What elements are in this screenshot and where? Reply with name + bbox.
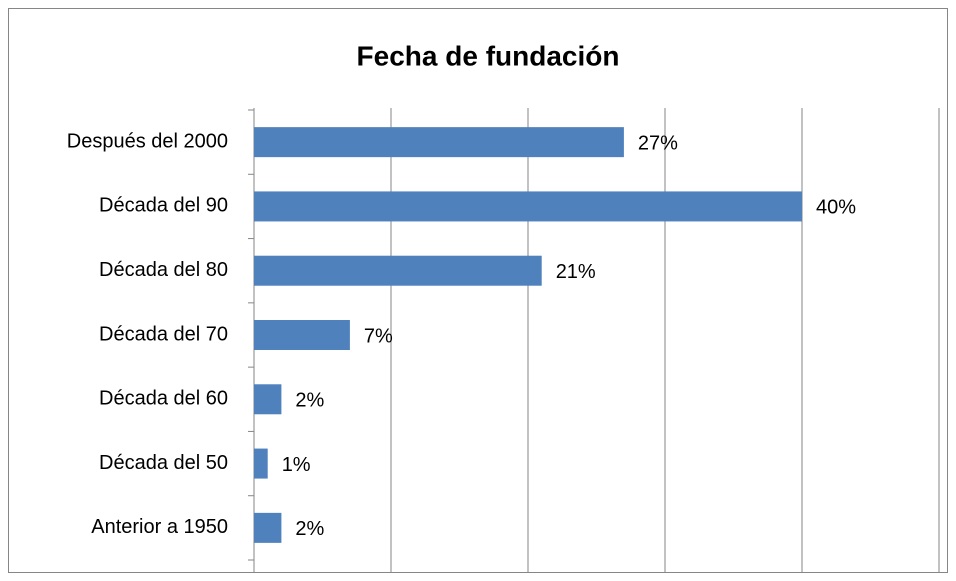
y-tick-label: Anterior a 1950 (91, 516, 228, 538)
data-label: 21% (556, 261, 596, 283)
chart-title: Fecha de fundación (357, 40, 620, 71)
bar (254, 191, 802, 222)
data-label: 40% (816, 197, 856, 219)
y-tick-label: Década del 60 (99, 388, 228, 410)
bar (254, 384, 282, 415)
y-tick-label: Década del 90 (99, 195, 228, 217)
y-tick-label: Después del 2000 (67, 130, 228, 152)
data-label: 1% (282, 454, 311, 476)
bar (254, 255, 542, 286)
y-tick-label: Década del 80 (99, 259, 228, 281)
chart-frame (8, 8, 948, 573)
bar (254, 320, 350, 350)
data-label: 2% (295, 390, 324, 412)
y-tick-label: Década del 70 (99, 323, 228, 345)
data-label: 7% (364, 325, 393, 347)
y-tick-label: Década del 50 (99, 452, 228, 474)
bar (254, 127, 624, 158)
data-label: 27% (638, 132, 678, 154)
bar (254, 448, 268, 479)
bar (254, 512, 282, 543)
data-label: 2% (295, 518, 324, 540)
